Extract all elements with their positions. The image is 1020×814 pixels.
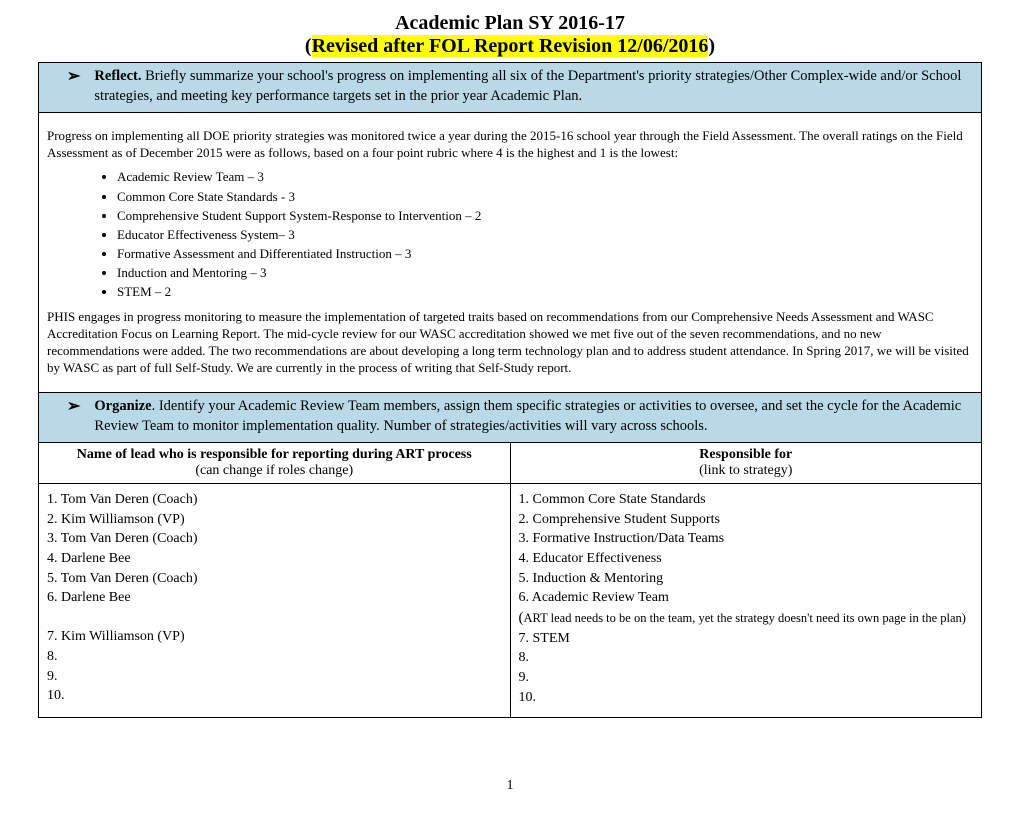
leads-cell: 1. Tom Van Deren (Coach) 2. Kim Williams… xyxy=(39,484,511,718)
organize-label: Organize xyxy=(94,398,151,414)
page-number: 1 xyxy=(38,778,982,794)
list-item: Educator Effectiveness System– 3 xyxy=(117,225,973,244)
paren-open: ( xyxy=(305,35,312,57)
resp-item: 5. Induction & Mentoring xyxy=(519,569,974,589)
document-header: Academic Plan SY 2016-17 (Revised after … xyxy=(38,12,982,58)
data-row: 1. Tom Van Deren (Coach) 2. Kim Williams… xyxy=(39,484,982,718)
col-right-bold: Responsible for xyxy=(699,447,792,462)
reflect-line: ➢ Reflect. Briefly summarize your school… xyxy=(49,67,975,106)
resp-item: 8. xyxy=(519,648,974,668)
list-item: Academic Review Team – 3 xyxy=(117,167,973,186)
lead-item: 3. Tom Van Deren (Coach) xyxy=(47,529,502,549)
title-line-2-wrap: (Revised after FOL Report Revision 12/06… xyxy=(38,35,982,58)
list-item: Common Core State Standards - 3 xyxy=(117,187,973,206)
resp-item: 10. xyxy=(519,688,974,708)
resp-item: 6. Academic Review Team xyxy=(519,588,974,608)
resp-item: 7. STEM xyxy=(519,629,974,649)
list-item: Induction and Mentoring – 3 xyxy=(117,263,973,282)
column-headers-row: Name of lead who is responsible for repo… xyxy=(39,443,982,484)
organize-body: . Identify your Academic Review Team mem… xyxy=(94,398,961,434)
progress-intro: Progress on implementing all DOE priorit… xyxy=(47,127,973,161)
reflect-text: Reflect. Briefly summarize your school's… xyxy=(94,67,975,106)
paren-close: ) xyxy=(708,35,715,57)
lead-item: 6. Darlene Bee xyxy=(47,588,502,608)
resp-item: 3. Formative Instruction/Data Teams xyxy=(519,529,974,549)
arrow-icon: ➢ xyxy=(67,397,80,416)
list-item: STEM – 2 xyxy=(117,282,973,301)
resp-note: (ART lead needs to be on the team, yet t… xyxy=(519,608,974,629)
lead-item: 5. Tom Van Deren (Coach) xyxy=(47,569,502,589)
lead-item: 2. Kim Williamson (VP) xyxy=(47,510,502,530)
lead-item: 8. xyxy=(47,647,502,667)
title-highlighted: Revised after FOL Report Revision 12/06/… xyxy=(312,35,709,57)
lead-item: 9. xyxy=(47,667,502,687)
resp-item: 9. xyxy=(519,668,974,688)
col-right-sub: (link to strategy) xyxy=(699,463,792,478)
note-text: ART lead needs to be on the team, yet th… xyxy=(524,611,966,625)
reflect-label: Reflect. xyxy=(94,68,141,84)
progress-cell: Progress on implementing all DOE priorit… xyxy=(39,113,982,393)
reflect-body: Briefly summarize your school's progress… xyxy=(94,68,961,104)
col-header-right: Responsible for (link to strategy) xyxy=(510,443,982,484)
lead-item: 4. Darlene Bee xyxy=(47,549,502,569)
organize-row: ➢ Organize. Identify your Academic Revie… xyxy=(39,393,982,443)
progress-p2: PHIS engages in progress monitoring to m… xyxy=(47,308,973,377)
lead-item xyxy=(47,608,502,628)
resp-item: 1. Common Core State Standards xyxy=(519,490,974,510)
lead-item: 7. Kim Williamson (VP) xyxy=(47,627,502,647)
organize-line: ➢ Organize. Identify your Academic Revie… xyxy=(49,397,975,436)
organize-text: Organize. Identify your Academic Review … xyxy=(94,397,975,436)
list-item: Formative Assessment and Differentiated … xyxy=(117,244,973,263)
col-left-sub: (can change if roles change) xyxy=(195,463,353,478)
list-item: Comprehensive Student Support System-Res… xyxy=(117,206,973,225)
col-header-left: Name of lead who is responsible for repo… xyxy=(39,443,511,484)
reflect-row: ➢ Reflect. Briefly summarize your school… xyxy=(39,63,982,113)
resp-item: 2. Comprehensive Student Supports xyxy=(519,510,974,530)
plan-table: ➢ Reflect. Briefly summarize your school… xyxy=(38,62,982,718)
lead-item: 10. xyxy=(47,686,502,706)
ratings-list: Academic Review Team – 3 Common Core Sta… xyxy=(117,167,973,301)
responsible-cell: 1. Common Core State Standards 2. Compre… xyxy=(510,484,982,718)
resp-item: 4. Educator Effectiveness xyxy=(519,549,974,569)
arrow-icon: ➢ xyxy=(67,67,80,86)
lead-item: 1. Tom Van Deren (Coach) xyxy=(47,490,502,510)
col-left-bold: Name of lead who is responsible for repo… xyxy=(77,447,472,462)
title-line-1: Academic Plan SY 2016-17 xyxy=(38,12,982,35)
